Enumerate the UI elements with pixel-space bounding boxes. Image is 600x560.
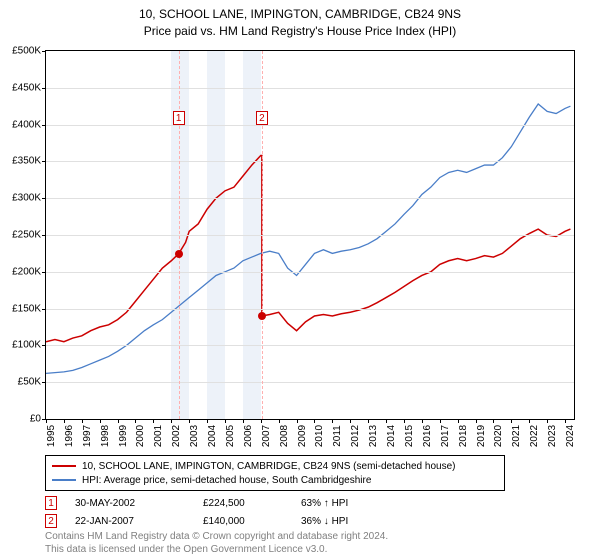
y-axis-label: £50K (1, 377, 41, 388)
chart-subtitle: Price paid vs. HM Land Registry's House … (0, 23, 600, 40)
chart-container: 10, SCHOOL LANE, IMPINGTON, CAMBRIDGE, C… (0, 0, 600, 560)
legend-box: 10, SCHOOL LANE, IMPINGTON, CAMBRIDGE, C… (45, 455, 505, 491)
y-axis-label: £200K (1, 266, 41, 277)
x-axis-label: 1997 (82, 425, 93, 447)
x-axis-label: 2005 (225, 425, 236, 447)
x-axis-label: 2004 (207, 425, 218, 447)
x-axis-label: 2011 (332, 425, 343, 447)
data-point-dot (175, 250, 183, 258)
y-axis-label: £450K (1, 82, 41, 93)
x-axis-label: 2021 (511, 425, 522, 447)
x-axis-label: 2000 (135, 425, 146, 447)
legend-swatch (52, 465, 76, 467)
data-point-dot (258, 312, 266, 320)
transaction-pct: 63% ↑ HPI (301, 498, 401, 509)
x-axis-label: 1996 (64, 425, 75, 447)
x-axis-label: 2024 (565, 425, 576, 447)
y-axis-label: £500K (1, 46, 41, 57)
attribution-line: Contains HM Land Registry data © Crown c… (45, 530, 388, 543)
transaction-date: 22-JAN-2007 (75, 516, 185, 527)
attribution-line: This data is licensed under the Open Gov… (45, 543, 388, 556)
plot-area: £0£50K£100K£150K£200K£250K£300K£350K£400… (45, 50, 575, 420)
attribution-text: Contains HM Land Registry data © Crown c… (45, 530, 388, 556)
x-axis-label: 2018 (458, 425, 469, 447)
transaction-price: £140,000 (203, 516, 283, 527)
transaction-price: £224,500 (203, 498, 283, 509)
x-axis-label: 2017 (440, 425, 451, 447)
y-axis-label: £400K (1, 119, 41, 130)
x-axis-label: 2019 (476, 425, 487, 447)
x-axis-label: 2002 (171, 425, 182, 447)
x-axis-label: 2009 (297, 425, 308, 447)
x-axis-label: 2015 (404, 425, 415, 447)
x-axis-label: 2016 (422, 425, 433, 447)
x-axis-label: 2006 (243, 425, 254, 447)
x-axis-label: 1995 (46, 425, 57, 447)
x-axis-label: 2023 (547, 425, 558, 447)
chart-title: 10, SCHOOL LANE, IMPINGTON, CAMBRIDGE, C… (0, 0, 600, 23)
y-axis-label: £350K (1, 156, 41, 167)
legend-label: 10, SCHOOL LANE, IMPINGTON, CAMBRIDGE, C… (82, 461, 455, 472)
transaction-row: 2 22-JAN-2007 £140,000 36% ↓ HPI (45, 512, 575, 530)
x-axis-label: 2013 (368, 425, 379, 447)
x-axis-label: 2003 (189, 425, 200, 447)
legend-label: HPI: Average price, semi-detached house,… (82, 475, 371, 486)
x-axis-label: 2014 (386, 425, 397, 447)
legend-swatch (52, 479, 76, 481)
transactions-table: 1 30-MAY-2002 £224,500 63% ↑ HPI 2 22-JA… (45, 494, 575, 530)
transaction-row: 1 30-MAY-2002 £224,500 63% ↑ HPI (45, 494, 575, 512)
y-axis-label: £250K (1, 230, 41, 241)
x-axis-label: 2020 (493, 425, 504, 447)
transaction-date: 30-MAY-2002 (75, 498, 185, 509)
y-axis-label: £300K (1, 193, 41, 204)
transaction-marker: 2 (45, 514, 57, 528)
x-axis-label: 1998 (100, 425, 111, 447)
x-axis-label: 2008 (279, 425, 290, 447)
x-axis-label: 2012 (350, 425, 361, 447)
x-axis-label: 1999 (118, 425, 129, 447)
legend-item: 10, SCHOOL LANE, IMPINGTON, CAMBRIDGE, C… (52, 459, 498, 473)
transaction-pct: 36% ↓ HPI (301, 516, 401, 527)
x-axis-label: 2022 (529, 425, 540, 447)
chart-marker-label: 2 (256, 111, 268, 125)
legend-item: HPI: Average price, semi-detached house,… (52, 473, 498, 487)
y-axis-label: £100K (1, 340, 41, 351)
x-axis-label: 2007 (261, 425, 272, 447)
y-axis-label: £150K (1, 303, 41, 314)
chart-marker-label: 1 (173, 111, 185, 125)
y-axis-label: £0 (1, 414, 41, 425)
x-axis-label: 2001 (153, 425, 164, 447)
x-axis-label: 2010 (314, 425, 325, 447)
transaction-marker: 1 (45, 496, 57, 510)
